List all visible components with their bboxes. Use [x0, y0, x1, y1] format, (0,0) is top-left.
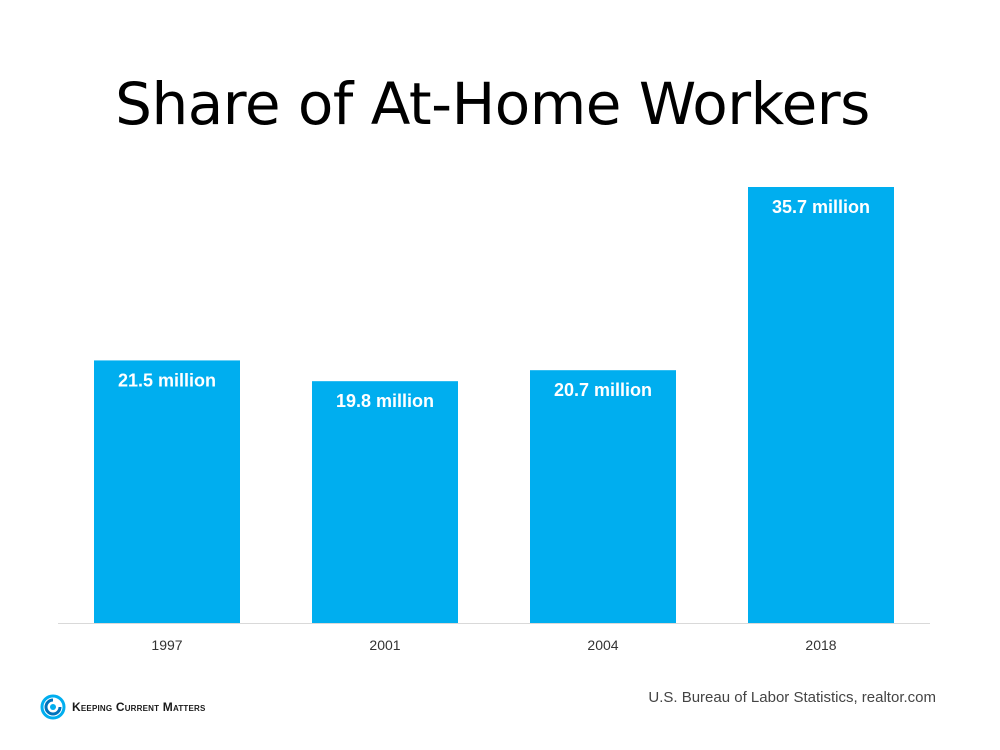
x-tick-label-2004: 2004	[587, 637, 618, 653]
x-tick-label-2001: 2001	[369, 637, 400, 653]
data-label-2004: 20.7 million	[554, 380, 652, 400]
data-label-2018: 35.7 million	[772, 197, 870, 217]
source-note: U.S. Bureau of Labor Statistics, realtor…	[648, 689, 936, 706]
bar-2004	[530, 370, 676, 623]
chart-title: Share of At-Home Workers	[115, 70, 870, 138]
x-tick-label-1997: 1997	[151, 637, 182, 653]
bar-2018	[748, 187, 894, 623]
x-tick-label-2018: 2018	[805, 637, 836, 653]
logo-text: Keeping Current Matters	[72, 700, 206, 714]
data-label-2001: 19.8 million	[336, 391, 434, 411]
data-label-1997: 21.5 million	[118, 370, 216, 390]
swirl-logo-icon	[40, 694, 66, 720]
bar-2001	[312, 381, 458, 623]
logo: Keeping Current Matters	[40, 694, 206, 720]
bar-1997	[94, 360, 240, 623]
